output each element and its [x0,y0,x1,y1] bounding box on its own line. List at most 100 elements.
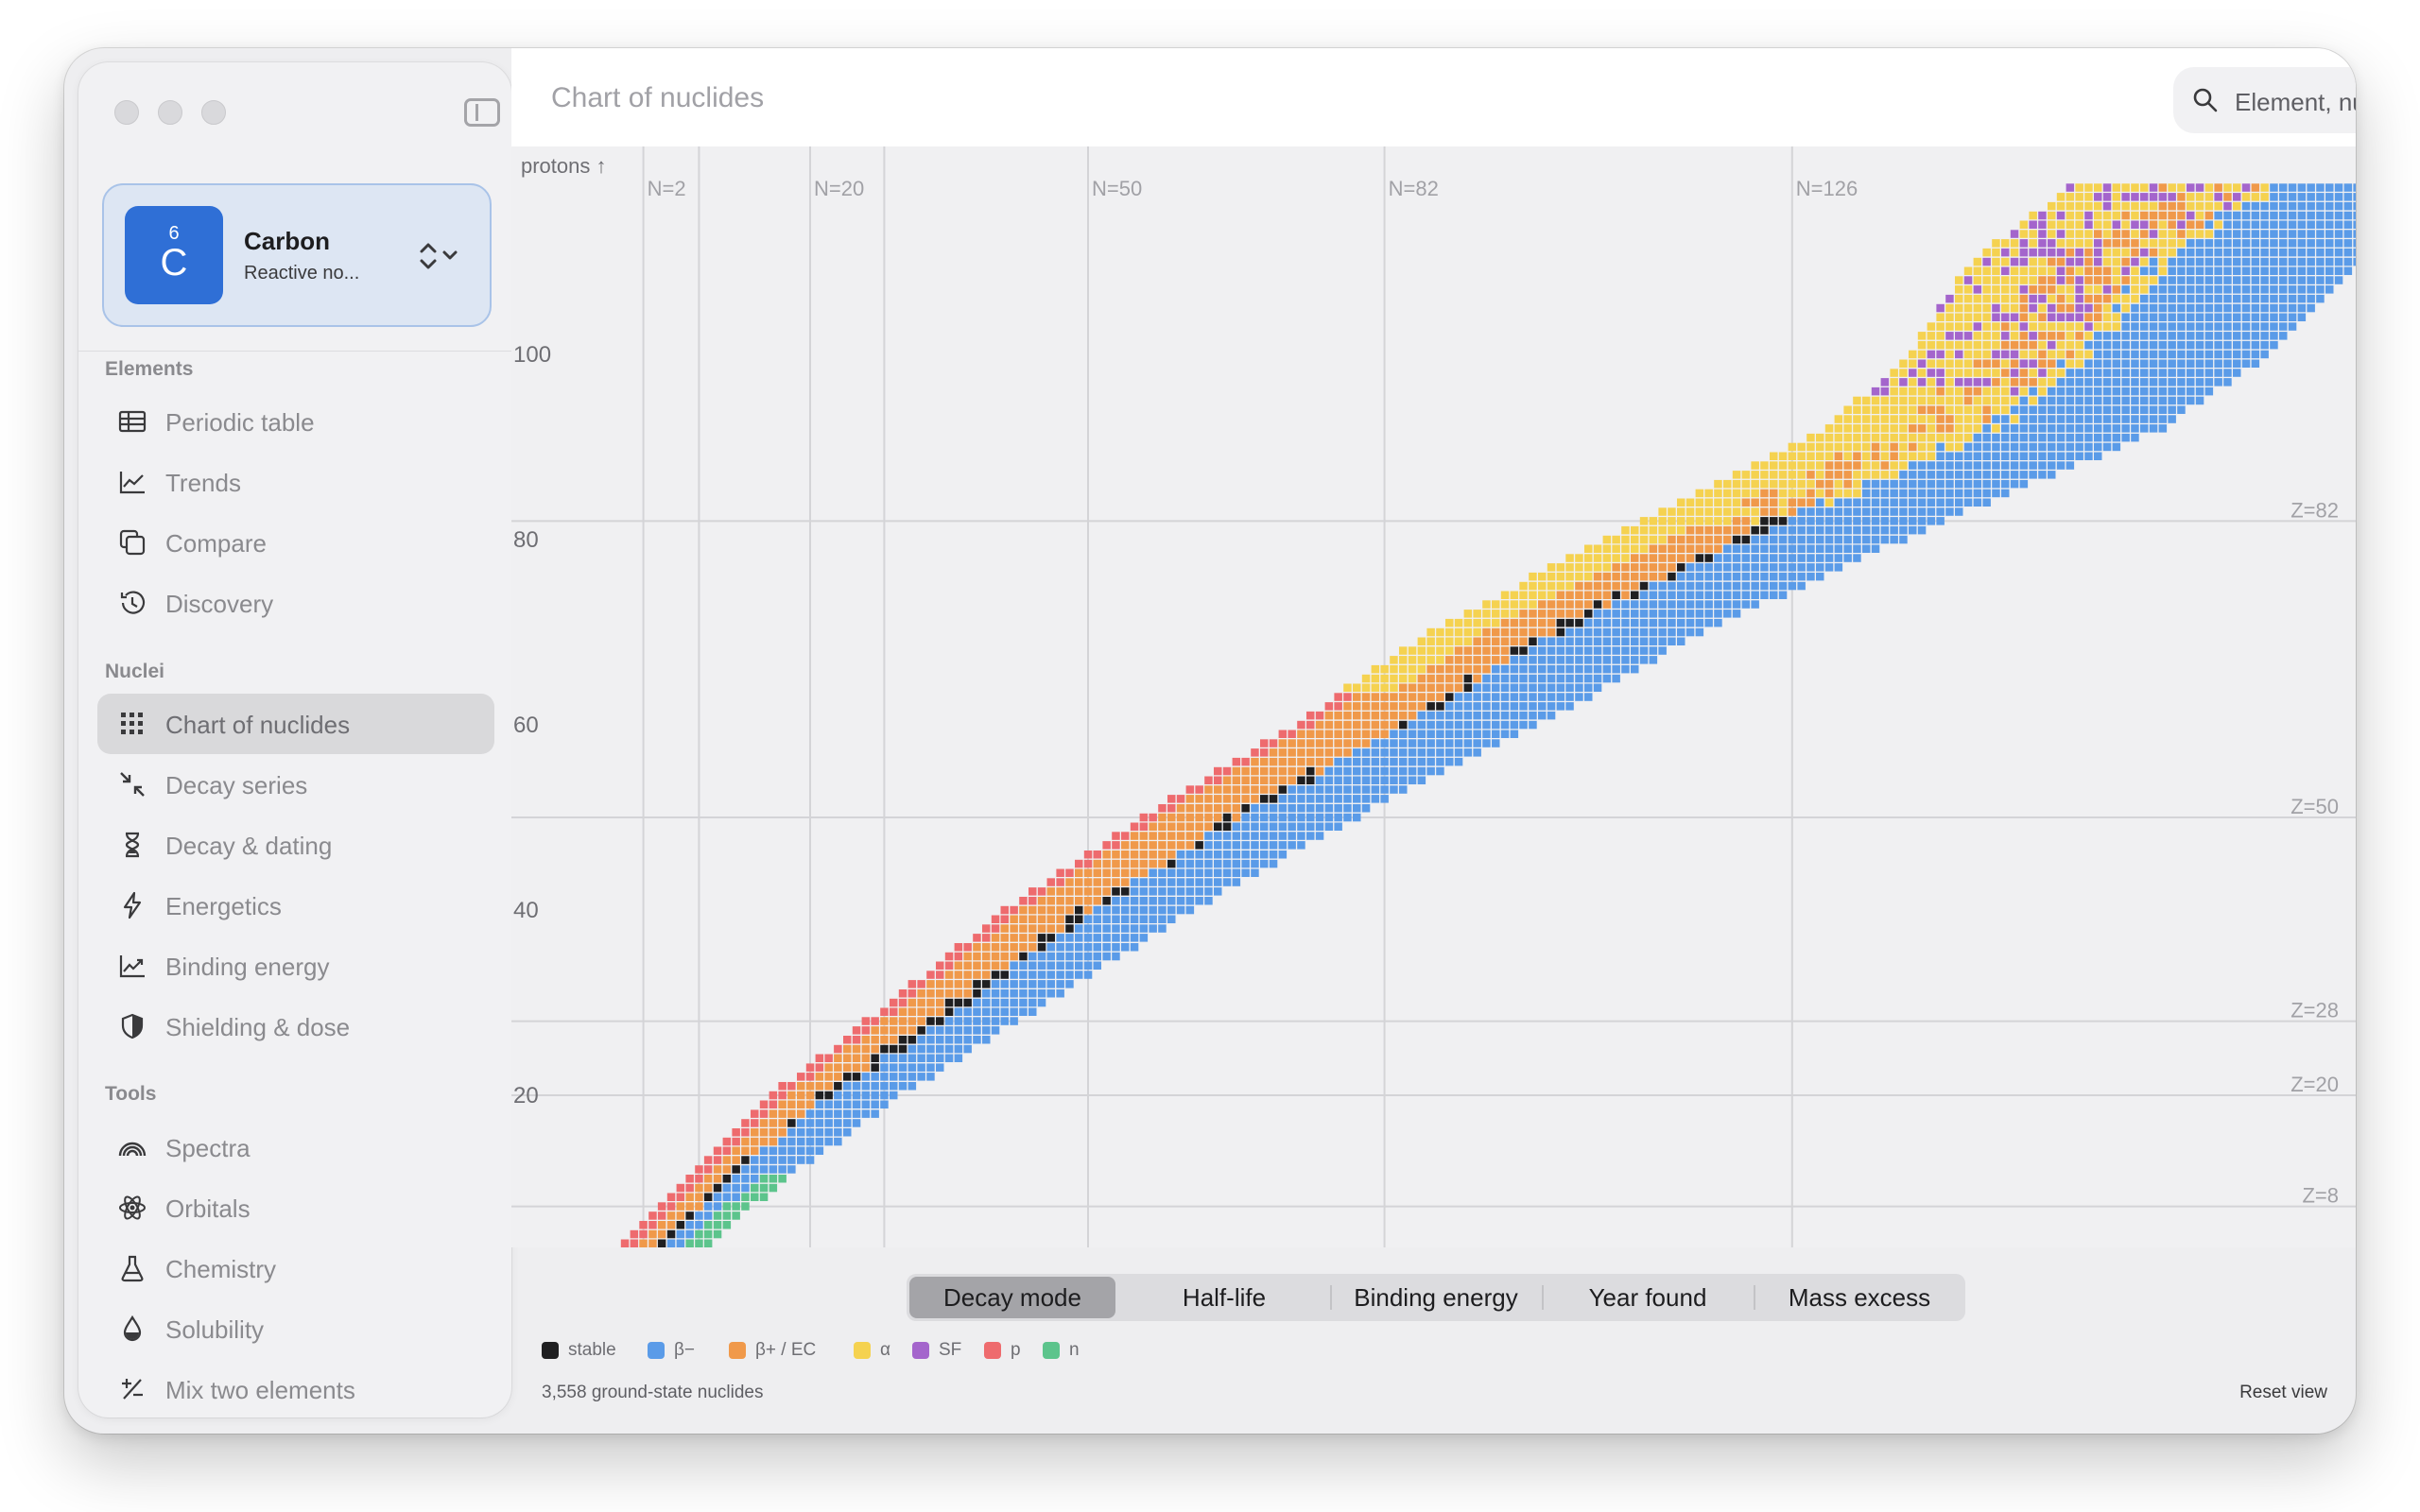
nuclide-cell[interactable] [2168,359,2176,369]
nuclide-cell[interactable] [1361,804,1371,813]
nuclide-cell[interactable] [1260,841,1269,850]
nuclide-cell[interactable] [751,1109,759,1118]
nuclide-cell[interactable] [1492,600,1500,609]
nuclide-cell[interactable] [1492,702,1500,711]
nuclide-cell[interactable] [1556,646,1565,655]
nuclide-cell[interactable] [1945,294,1954,303]
nuclide-cell[interactable] [722,1137,732,1146]
nuclide-cell[interactable] [1936,433,1945,442]
nuclide-cell[interactable] [1760,471,1769,479]
nuclide-cell[interactable] [1899,369,1908,377]
nuclide-cell[interactable] [1649,554,1658,562]
nuclide-cell[interactable] [1575,618,1583,627]
nuclide-cell[interactable] [2131,340,2139,350]
nuclide-cell[interactable] [2214,303,2222,313]
nuclide-cell[interactable] [1639,544,1649,554]
sidebar-item-decay-dating[interactable]: Decay & dating [97,815,494,875]
nuclide-cell[interactable] [1000,998,1010,1007]
nuclide-cell[interactable] [732,1128,740,1137]
nuclide-cell[interactable] [1992,239,2000,248]
sidebar-item-compare[interactable]: Compare [97,512,494,573]
nuclide-cell[interactable] [2001,452,2010,461]
nuclide-cell[interactable] [1482,600,1491,609]
nuclide-cell[interactable] [2038,276,2047,284]
nuclide-cell[interactable] [1399,664,1408,674]
nuclide-cell[interactable] [1167,878,1176,886]
nuclide-cell[interactable] [2019,230,2029,238]
nuclide-cell[interactable] [1417,776,1426,785]
nuclide-cell[interactable] [1639,563,1649,572]
nuclide-cell[interactable] [2066,350,2075,359]
nuclide-cell[interactable] [852,1100,861,1109]
nuclide-cell[interactable] [1510,618,1519,627]
nuclide-cell[interactable] [1732,507,1741,516]
nuclide-cell[interactable] [2204,193,2214,201]
nuclide-cell[interactable] [2214,350,2222,359]
nuclide-cell[interactable] [2048,369,2056,377]
nuclide-cell[interactable] [1853,489,1861,498]
nuclide-cell[interactable] [1371,730,1380,739]
nuclide-cell[interactable] [991,915,1000,924]
nuclide-cell[interactable] [1621,664,1630,674]
nuclide-cell[interactable] [1538,656,1547,664]
nuclide-cell[interactable] [1454,618,1463,627]
nuclide-cell[interactable] [2140,424,2149,433]
nuclide-cell[interactable] [2177,313,2186,322]
nuclide-cell[interactable] [1917,359,1927,369]
nuclide-cell[interactable] [944,1054,954,1063]
nuclide-cell[interactable] [2112,442,2121,452]
nuclide-cell[interactable] [2121,230,2130,238]
nuclide-cell[interactable] [1010,971,1018,979]
nuclide-cell[interactable] [1714,525,1722,535]
nuclide-cell[interactable] [2288,211,2297,220]
nuclide-cell[interactable] [2260,266,2269,276]
nuclide-cell[interactable] [2204,378,2214,387]
nuclide-cell[interactable] [1482,711,1491,720]
nuclide-cell[interactable] [2288,220,2297,230]
nuclide-cell[interactable] [2066,415,2075,423]
nuclide-cell[interactable] [1631,637,1639,646]
nuclide-cell[interactable] [2048,313,2056,322]
nuclide-cell[interactable] [648,1211,657,1220]
nuclide-cell[interactable] [1770,498,1778,507]
nuclide-cell[interactable] [1909,442,1917,452]
nuclide-cell[interactable] [1899,498,1908,507]
nuclide-cell[interactable] [1556,693,1565,701]
nuclide-cell[interactable] [1019,998,1028,1007]
nuclide-cell[interactable] [1658,517,1667,525]
nuclide-cell[interactable] [1639,627,1649,637]
nuclide-cell[interactable] [2297,294,2307,303]
nuclide-cell[interactable] [926,1073,935,1081]
nuclide-cell[interactable] [1936,415,1945,423]
nuclide-cell[interactable] [1982,387,1991,396]
nuclide-cell[interactable] [1843,535,1852,544]
nuclide-cell[interactable] [759,1146,769,1156]
nuclide-cell[interactable] [1945,452,1954,461]
nuclide-cell[interactable] [1000,971,1010,979]
nuclide-cell[interactable] [1334,776,1342,785]
nuclide-cell[interactable] [1436,720,1444,730]
nuclide-cell[interactable] [2177,322,2186,331]
nuclide-cell[interactable] [1963,276,1973,284]
nuclide-cell[interactable] [1380,674,1389,683]
nuclide-cell[interactable] [1963,405,1973,415]
nuclide-cell[interactable] [1899,507,1908,516]
nuclide-cell[interactable] [1361,702,1371,711]
nuclide-cell[interactable] [1167,795,1176,803]
nuclide-cell[interactable] [1083,943,1093,952]
nuclide-cell[interactable] [2204,266,2214,276]
nuclide-cell[interactable] [1463,674,1473,683]
nuclide-cell[interactable] [1315,720,1324,730]
nuclide-cell[interactable] [917,998,925,1007]
nuclide-cell[interactable] [1714,517,1722,525]
nuclide-cell[interactable] [2149,193,2158,201]
nuclide-cell[interactable] [2297,201,2307,211]
nuclide-cell[interactable] [2112,193,2121,201]
nuclide-cell[interactable] [1149,832,1157,840]
nuclide-cell[interactable] [2056,378,2066,387]
nuclide-cell[interactable] [991,952,1000,961]
nuclide-cell[interactable] [2241,276,2251,284]
nuclide-cell[interactable] [695,1183,703,1193]
nuclide-cell[interactable] [2260,285,2269,294]
nuclide-cell[interactable] [2223,294,2232,303]
